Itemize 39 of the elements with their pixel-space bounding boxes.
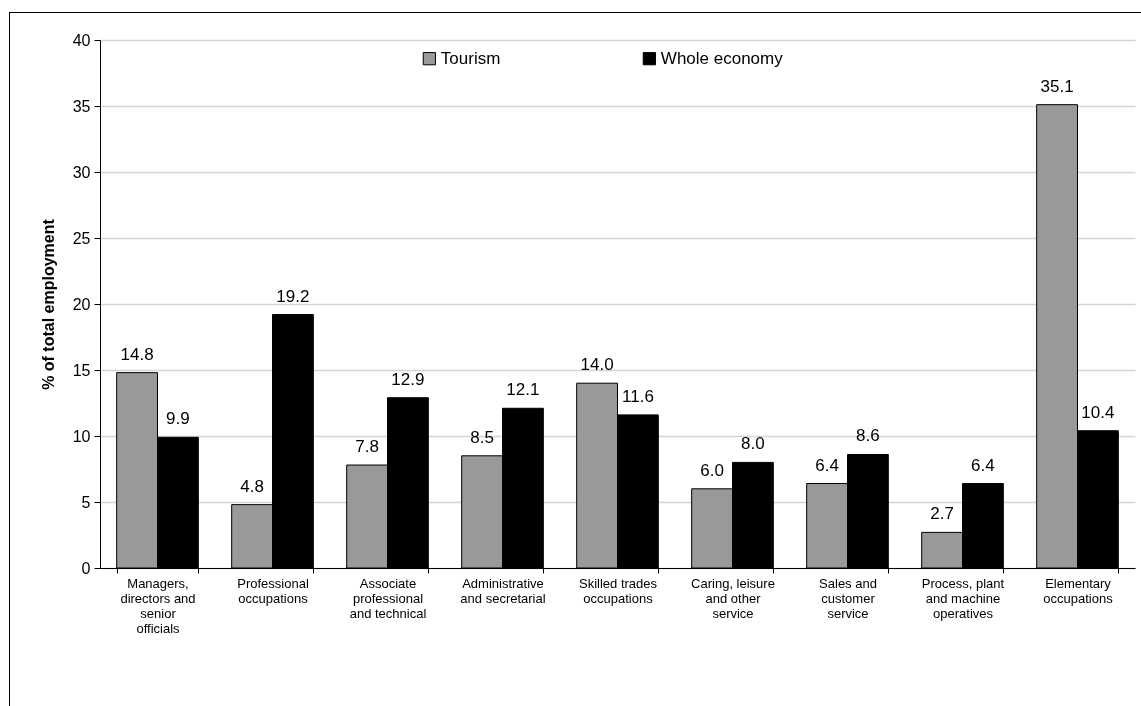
data-label: 6.0 [700,460,724,480]
y-tick-label: 35 [72,97,91,115]
x-tick-label: Administrative and secretarial [460,575,546,606]
data-label: 8.6 [856,426,880,446]
legend-label: Whole economy [660,48,784,68]
x-tick-label: Professional occupations [237,575,309,606]
data-label: 11.6 [622,386,654,406]
data-label: 7.8 [355,437,379,457]
x-tick-label: Elementary occupations [1043,575,1114,606]
x-tick-label: Associate professional and technical [349,575,427,621]
y-tick-label: 15 [72,361,91,379]
data-label: 10.4 [1081,402,1115,422]
data-label: 2.7 [930,504,954,524]
data-label: 4.8 [240,476,264,496]
data-label: 14.0 [580,355,614,375]
y-tick-label: 20 [72,295,91,313]
y-axis-title: % of total employment [39,218,57,390]
y-tick-label: 5 [81,493,91,511]
y-tick-label: 0 [81,559,91,577]
x-tick-label: Skilled trades occupations [578,575,658,606]
legend-label: Tourism [440,48,501,68]
data-label: 12.1 [506,380,540,400]
x-tick-label: Managers, directors and senior officials [120,575,196,636]
x-tick-label: Process, plant and machine operatives [921,575,1005,621]
data-label: 8.5 [470,427,494,447]
data-label: 19.2 [276,286,310,306]
data-label: 6.4 [815,455,839,475]
data-label: 6.4 [971,455,995,475]
x-tick-label: Sales and customer service [819,575,877,621]
data-label: 8.0 [741,434,765,454]
data-label: 14.8 [120,344,154,364]
data-label: 12.9 [391,369,425,389]
data-label: 9.9 [166,409,190,429]
data-label: 35.1 [1040,76,1074,96]
x-tick-label: Caring, leisure and other service [691,575,775,621]
y-tick-label: 30 [72,163,91,181]
y-tick-label: 25 [72,229,91,247]
y-tick-label: 10 [72,427,91,445]
y-tick-label: 40 [72,31,91,49]
